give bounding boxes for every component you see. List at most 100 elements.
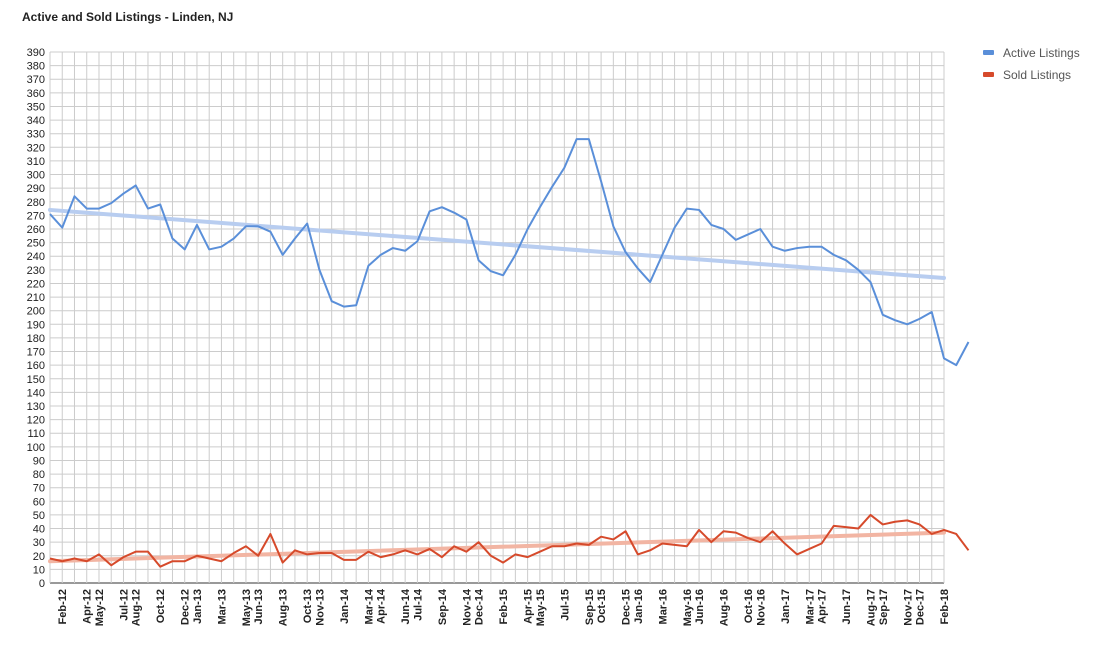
x-tick-label: Apr-17	[817, 589, 829, 624]
y-tick-label: 270	[27, 210, 45, 222]
x-tick-label: Dec-17	[915, 589, 927, 625]
x-tick-label: Apr-15	[523, 589, 535, 624]
x-tick-label: May-15	[535, 589, 547, 626]
x-tick-label: Jan-17	[780, 589, 792, 624]
x-tick-label: May-16	[682, 589, 694, 626]
y-tick-label: 30	[33, 537, 45, 549]
x-tick-label: Dec-15	[621, 589, 633, 625]
y-tick-label: 10	[33, 564, 45, 576]
x-tick-label: Nov-13	[314, 589, 326, 626]
y-tick-label: 390	[27, 47, 45, 59]
x-tick-label: Oct-12	[155, 589, 167, 623]
legend-swatch	[983, 72, 994, 77]
x-tick-label: Mar-14	[363, 588, 375, 624]
y-tick-label: 130	[27, 401, 45, 413]
x-tick-label: Feb-12	[57, 589, 69, 624]
y-tick-label: 140	[27, 387, 45, 399]
y-tick-label: 300	[27, 170, 45, 182]
x-tick-label: Dec-14	[474, 588, 486, 625]
x-tick-label: Jan-14	[339, 588, 351, 624]
y-tick-label: 70	[33, 483, 45, 495]
y-tick-label: 180	[27, 333, 45, 345]
y-tick-label: 0	[39, 578, 45, 590]
legend: Active Listings Sold Listings	[983, 46, 1080, 82]
x-tick-label: Jun-13	[253, 589, 265, 624]
x-tick-label: Oct-13	[302, 589, 314, 623]
x-tick-label: Oct-16	[743, 589, 755, 623]
trendline-1	[48, 530, 946, 564]
y-tick-label: 120	[27, 415, 45, 427]
y-tick-label: 220	[27, 278, 45, 290]
y-tick-label: 250	[27, 238, 45, 250]
x-tick-label: Dec-12	[180, 589, 192, 625]
y-tick-label: 150	[27, 374, 45, 386]
x-tick-label: Aug-17	[866, 589, 878, 626]
y-tick-label: 380	[27, 61, 45, 73]
y-tick-label: 90	[33, 455, 45, 467]
y-tick-label: 210	[27, 292, 45, 304]
x-tick-label: Nov-17	[902, 589, 914, 626]
x-tick-label: May-13	[241, 589, 253, 626]
legend-swatch	[983, 50, 994, 55]
y-tick-label: 290	[27, 183, 45, 195]
x-tick-label: Aug-12	[131, 589, 143, 626]
chart-title: Active and Sold Listings - Linden, NJ	[22, 10, 234, 24]
x-tick-label: Jul-12	[118, 589, 130, 621]
x-tick-label: Jan-13	[192, 589, 204, 624]
y-tick-label: 50	[33, 510, 45, 522]
series-line-0	[49, 138, 970, 367]
x-tick-label: Jun-14	[400, 588, 412, 624]
x-tick-label: Apr-12	[82, 589, 94, 624]
y-tick-label: 110	[27, 428, 45, 440]
trendlines	[48, 207, 946, 564]
y-tick-label: 200	[27, 306, 45, 318]
x-tick-label: Oct-15	[596, 589, 608, 623]
x-tick-label: Aug-13	[278, 589, 290, 626]
x-tick-label: Nov-14	[461, 588, 473, 626]
x-tick-label: Feb-15	[498, 589, 510, 624]
x-tick-label: Jun-17	[841, 589, 853, 624]
y-tick-label: 80	[33, 469, 45, 481]
series-line-1	[49, 513, 970, 568]
x-tick-label: Nov-16	[755, 589, 767, 626]
x-tick-label: Sep-17	[878, 589, 890, 625]
y-tick-label: 360	[27, 88, 45, 100]
x-tick-label: Mar-16	[657, 589, 669, 624]
x-tick-label: Mar-13	[216, 589, 228, 624]
legend-label: Active Listings	[1003, 46, 1080, 60]
x-tick-label: Feb-18	[939, 589, 951, 624]
x-tick-label: May-12	[94, 589, 106, 626]
trendline-0	[48, 207, 946, 281]
y-tick-label: 330	[27, 129, 45, 141]
grid-layer	[49, 51, 945, 584]
y-tick-label: 60	[33, 496, 45, 508]
x-tick-label: Sep-14	[437, 588, 449, 625]
x-tick-label: Jul-15	[559, 589, 571, 621]
x-tick-label: Aug-16	[719, 589, 731, 626]
y-tick-label: 310	[27, 156, 45, 168]
y-tick-label: 40	[33, 524, 45, 536]
x-tick-label: Sep-15	[584, 589, 596, 625]
x-tick-label: Jul-14	[412, 588, 424, 621]
y-tick-label: 100	[27, 442, 45, 454]
y-tick-label: 350	[27, 101, 45, 113]
y-tick-label: 340	[27, 115, 45, 127]
y-tick-label: 160	[27, 360, 45, 372]
series-lines	[49, 138, 970, 568]
y-tick-label: 240	[27, 251, 45, 263]
y-tick-label: 230	[27, 265, 45, 277]
x-tick-label: Mar-17	[804, 589, 816, 624]
x-tick-label: Apr-14	[376, 588, 388, 624]
y-tick-label: 190	[27, 319, 45, 331]
x-tick-label: Jun-16	[694, 589, 706, 624]
y-tick-label: 170	[27, 347, 45, 359]
y-tick-label: 320	[27, 142, 45, 154]
y-tick-label: 20	[33, 551, 45, 563]
y-tick-label: 280	[27, 197, 45, 209]
legend-label: Sold Listings	[1003, 68, 1071, 82]
x-axis-ticks: Feb-12 Apr-12 May-12 Jul-12 Aug-12 Oct-12 Dec-…	[57, 588, 951, 626]
y-tick-label: 260	[27, 224, 45, 236]
y-tick-label: 370	[27, 74, 45, 86]
